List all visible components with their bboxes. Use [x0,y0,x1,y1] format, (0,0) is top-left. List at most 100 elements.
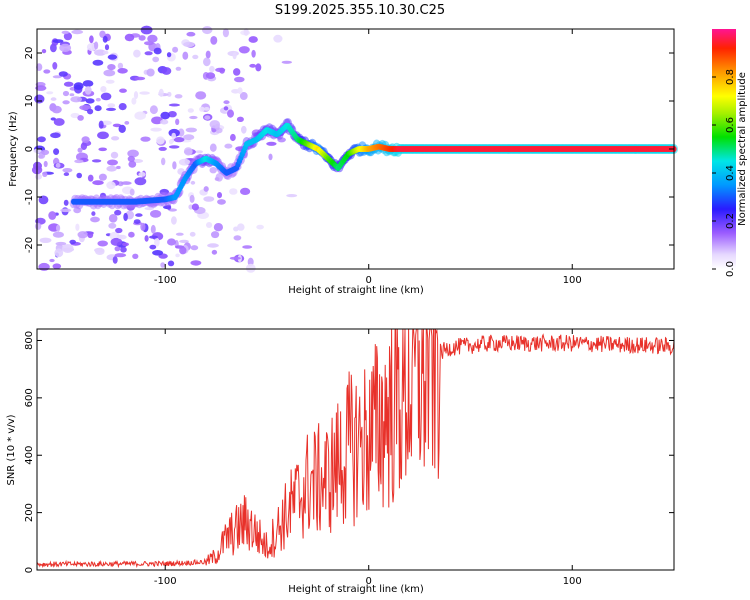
noise-blob [77,115,84,121]
noise-blob [128,160,137,168]
noise-blob [172,46,179,53]
noise-blob [189,194,195,203]
noise-blob [223,100,230,105]
noise-blob [236,116,244,123]
noise-blob [61,244,74,253]
noise-blob [129,188,135,196]
noise-blob [73,82,84,90]
noise-blob [54,248,64,258]
noise-blob [192,54,199,60]
noise-blob [42,171,48,177]
noise-blob [190,180,196,185]
noise-blob [48,211,57,220]
noise-blob [69,93,75,97]
noise-blob [229,256,241,260]
snr-panel: -100 0 100 0 200 400 600 800 Height of straigh… [6,328,675,595]
noise-blob [209,65,215,73]
noise-blob [100,92,112,101]
noise-blob [38,195,49,205]
noise-blob [61,30,70,35]
noise-blob [87,174,94,182]
noise-blob [135,213,143,217]
noise-blob [94,49,107,56]
noise-blob [195,91,207,100]
noise-blob [112,256,118,264]
noise-blob [38,262,50,271]
noise-blob [112,123,122,128]
noise-blob [206,222,213,228]
noise-blob [223,106,229,111]
noise-blob [79,105,92,111]
noise-blob [100,86,107,93]
noise-blob [52,263,62,270]
noise-blob [266,141,277,146]
noise-blob [46,91,54,95]
noise-blob [124,121,130,125]
noise-blob [144,207,154,211]
y-tick-label: 600 [24,388,35,407]
noise-blob [91,211,96,216]
noise-blob [134,177,147,186]
noise-blob [150,210,162,218]
noise-blob [168,111,177,118]
noise-blob [237,87,243,94]
noise-blob [39,237,52,243]
noise-blob [149,105,158,115]
noise-blob [134,111,146,120]
noise-blob [240,187,251,195]
noise-blob [62,100,70,105]
noise-blob [229,188,238,195]
noise-blob [117,234,127,240]
noise-blob [106,181,116,190]
noise-blob [152,56,160,63]
noise-blob [41,149,50,155]
noise-blob [122,242,129,247]
noise-blob [210,36,218,45]
noise-blob [53,118,65,126]
noise-blob [69,239,76,245]
noise-blob [117,62,124,70]
noise-blob [89,35,94,44]
noise-blob [178,128,185,137]
noise-blob [50,132,61,139]
noise-blob [36,63,43,71]
noise-blob [128,231,135,238]
noise-blob [140,222,146,231]
noise-blob [132,253,139,259]
noise-blob [70,96,82,103]
noise-blob [63,81,74,87]
y-tick-label: 0 [24,146,35,152]
noise-blob [55,162,61,168]
noise-blob [191,203,199,211]
noise-blob [207,243,219,248]
noise-blob [110,237,123,246]
noise-blob [150,127,162,132]
noise-blob [211,249,218,255]
colorbar-ticks: 0.0 0.2 0.4 0.6 0.8 [712,69,736,277]
noise-blob [50,117,56,121]
noise-blob [103,69,116,77]
noise-blob [182,51,189,60]
noise-blob [49,258,55,263]
noise-blob [160,111,170,120]
y-tick-label: -20 [24,237,35,253]
noise-blob [43,69,51,74]
noise-blob [82,80,94,87]
noise-blob [104,44,110,51]
noise-blob [34,222,42,230]
noise-blob [124,33,135,42]
noise-blob [84,86,92,95]
noise-blob [217,199,226,205]
noise-blob [138,172,146,177]
noise-blob [50,97,57,101]
noise-blob [87,108,94,115]
noise-blob [94,41,99,50]
noise-blob [203,186,209,192]
noise-blob [199,106,205,112]
noise-blob [52,75,62,79]
x-tick-label: 100 [563,576,582,587]
noise-blob [77,147,83,153]
noise-blob [92,59,104,66]
noise-blob [133,219,141,225]
